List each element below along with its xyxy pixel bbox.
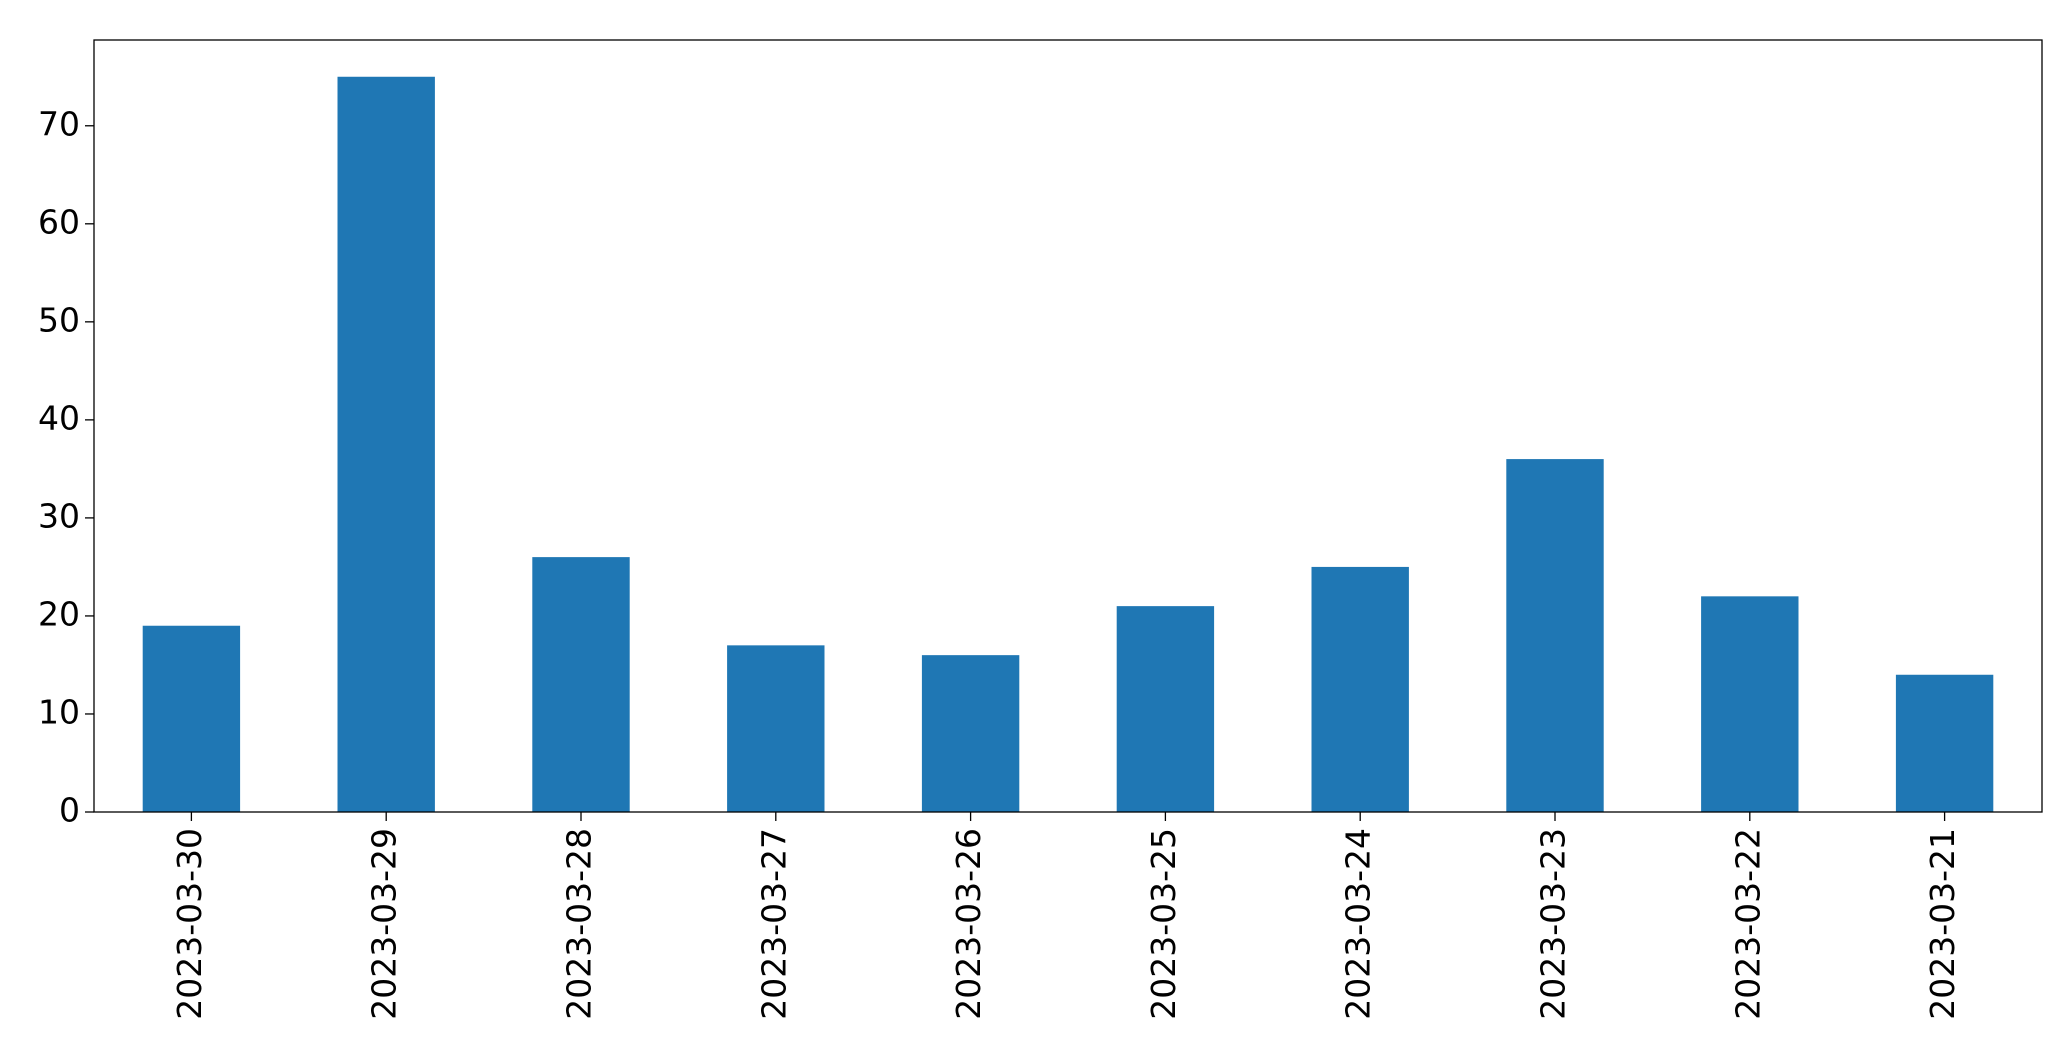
bar — [727, 645, 825, 812]
bar — [1701, 596, 1799, 812]
x-tick-label: 2023-03-23 — [1534, 828, 1573, 1020]
x-tick-label: 2023-03-25 — [1144, 828, 1183, 1020]
bar — [1116, 606, 1215, 812]
y-tick-label: 20 — [38, 594, 80, 633]
y-tick-label: 40 — [38, 398, 80, 437]
x-tick-label: 2023-03-27 — [754, 828, 793, 1020]
x-tick-label: 2023-03-28 — [560, 828, 599, 1020]
bar — [921, 655, 1020, 812]
bar — [1895, 674, 1994, 812]
x-tick-label: 2023-03-29 — [365, 828, 404, 1020]
x-tick-label: 2023-03-26 — [949, 828, 988, 1020]
bar — [1311, 566, 1409, 812]
x-tick-label: 2023-03-21 — [1923, 828, 1962, 1020]
y-tick-label: 70 — [38, 104, 80, 143]
x-tick-label: 2023-03-24 — [1339, 828, 1378, 1020]
y-tick-label: 10 — [38, 692, 80, 731]
y-tick-label: 50 — [38, 300, 80, 339]
y-tick-label: 60 — [38, 202, 80, 241]
y-tick-label: 0 — [59, 791, 80, 830]
y-tick-label: 30 — [38, 496, 80, 535]
x-tick-label: 2023-03-22 — [1728, 828, 1767, 1020]
bar — [142, 625, 241, 812]
bar — [1506, 459, 1604, 812]
bar — [337, 76, 435, 812]
plot-frame — [93, 39, 2043, 813]
x-tick-label: 2023-03-30 — [170, 828, 209, 1020]
bar — [532, 557, 630, 812]
